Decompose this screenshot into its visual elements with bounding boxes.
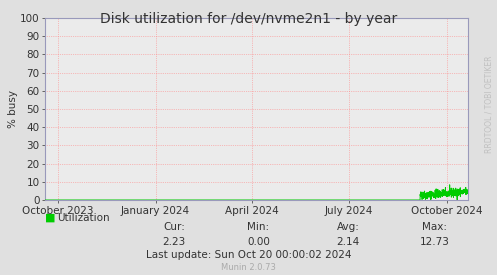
Y-axis label: % busy: % busy xyxy=(8,90,18,128)
Text: Min:: Min: xyxy=(248,222,269,232)
Text: Last update: Sun Oct 20 00:00:02 2024: Last update: Sun Oct 20 00:00:02 2024 xyxy=(146,250,351,260)
Text: 2.14: 2.14 xyxy=(336,237,359,247)
Text: 2.23: 2.23 xyxy=(163,237,185,247)
Text: Avg:: Avg: xyxy=(336,222,359,232)
Text: Disk utilization for /dev/nvme2n1 - by year: Disk utilization for /dev/nvme2n1 - by y… xyxy=(100,12,397,26)
Text: ■: ■ xyxy=(45,213,55,223)
Text: Cur:: Cur: xyxy=(163,222,185,232)
Text: Munin 2.0.73: Munin 2.0.73 xyxy=(221,263,276,271)
Text: Utilization: Utilization xyxy=(57,213,110,223)
Text: RRDTOOL / TOBI OETIKER: RRDTOOL / TOBI OETIKER xyxy=(484,56,493,153)
Text: Max:: Max: xyxy=(422,222,447,232)
Text: 0.00: 0.00 xyxy=(247,237,270,247)
Text: 12.73: 12.73 xyxy=(420,237,450,247)
